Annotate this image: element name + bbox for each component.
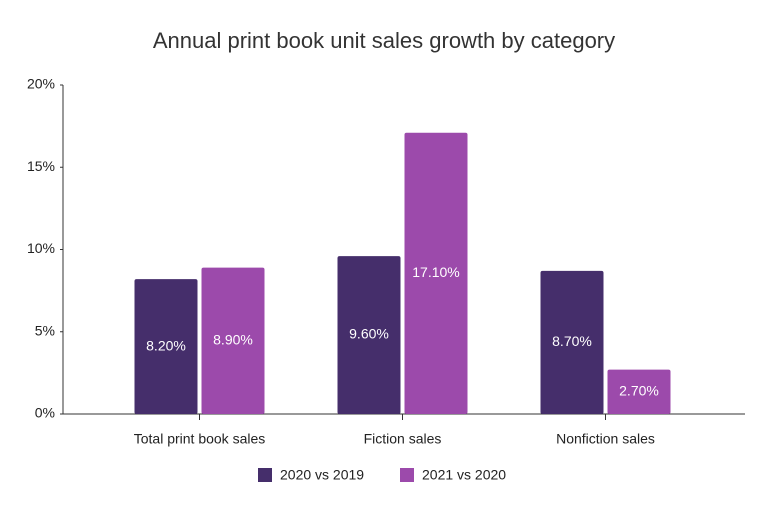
chart-title: Annual print book unit sales growth by c… <box>153 28 615 53</box>
legend-label: 2021 vs 2020 <box>422 467 506 483</box>
legend-swatch <box>258 468 272 482</box>
bar <box>540 270 604 414</box>
legend-label: 2020 vs 2019 <box>280 467 364 483</box>
value-label: 9.60% <box>349 326 389 342</box>
y-tick-label: 15% <box>27 158 55 174</box>
bar <box>201 267 265 414</box>
bar <box>404 132 468 414</box>
bar <box>134 279 198 414</box>
x-tick-label: Total print book sales <box>134 431 266 447</box>
value-label: 8.70% <box>552 333 592 349</box>
legend-swatch <box>400 468 414 482</box>
value-label: 2.70% <box>619 382 659 398</box>
bar <box>337 256 401 414</box>
value-label: 8.90% <box>213 332 253 348</box>
value-label: 8.20% <box>146 337 186 353</box>
y-tick-label: 10% <box>27 240 55 256</box>
bar <box>607 369 671 414</box>
y-tick-label: 0% <box>35 405 55 421</box>
x-tick-label: Nonfiction sales <box>556 431 655 447</box>
value-label: 17.10% <box>412 264 459 280</box>
y-tick-label: 5% <box>35 322 55 338</box>
x-tick-label: Fiction sales <box>364 431 442 447</box>
y-tick-label: 20% <box>27 76 55 92</box>
